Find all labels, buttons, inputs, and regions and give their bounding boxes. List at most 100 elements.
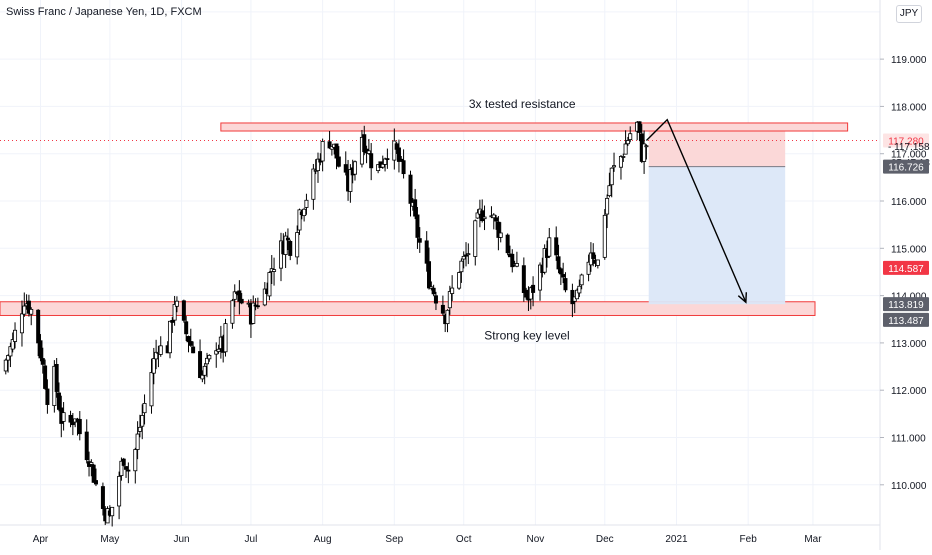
candle-body xyxy=(10,339,15,350)
candle-body xyxy=(137,426,142,432)
candle-body xyxy=(415,214,420,238)
level-114-badge: 114.587 xyxy=(888,264,924,275)
candle-body xyxy=(433,295,438,304)
candle-body xyxy=(482,216,487,220)
candle-body xyxy=(232,291,237,300)
candle-body xyxy=(353,161,358,175)
candle-body xyxy=(40,358,45,365)
candle-body xyxy=(475,212,480,219)
candle-body xyxy=(13,329,18,342)
candle-body xyxy=(45,388,50,405)
candle-body xyxy=(320,141,325,162)
candle-body xyxy=(297,209,302,231)
candle-body xyxy=(394,143,399,150)
candle-body xyxy=(385,158,390,160)
candle-body xyxy=(239,298,244,304)
candle-body xyxy=(408,174,413,204)
candle-body xyxy=(413,199,418,217)
candle-body xyxy=(531,284,536,293)
x-tick-label: Nov xyxy=(527,534,545,545)
candle-body xyxy=(154,351,159,360)
resistance-zone xyxy=(220,122,849,132)
candle-body xyxy=(498,232,503,238)
candle-body xyxy=(609,167,614,186)
candle-body xyxy=(445,309,450,325)
x-tick-label: Jul xyxy=(245,534,258,545)
stop-loss-zone xyxy=(648,131,786,167)
candle-body xyxy=(563,278,568,291)
candle-body xyxy=(336,156,341,167)
candle-body xyxy=(61,412,66,422)
x-tick-label: Sep xyxy=(385,534,403,545)
candle-body xyxy=(575,289,580,300)
x-tick-label: Mar xyxy=(804,534,822,545)
candle-body xyxy=(200,374,205,380)
candle-body xyxy=(311,168,316,200)
candle-body xyxy=(466,253,471,256)
candle-body xyxy=(38,340,43,359)
candle-body xyxy=(100,486,105,509)
candle-body xyxy=(399,158,404,161)
level-114-badge-bg xyxy=(883,260,929,275)
y-tick-label: 113.000 xyxy=(891,339,927,350)
candle-body xyxy=(278,240,283,269)
support-badge-bg xyxy=(883,312,929,327)
candle-body xyxy=(158,345,163,355)
y-tick-label: 111.000 xyxy=(891,434,926,445)
candle-body xyxy=(380,163,385,168)
candle-body xyxy=(119,460,124,476)
chart-title: Swiss Franc / Japanese Yen, 1D, FXCM xyxy=(6,6,202,18)
entry-badge-bg xyxy=(883,159,929,174)
target-badge-bg xyxy=(883,297,929,312)
support-badge: 113.487 xyxy=(888,316,924,327)
candle-body xyxy=(56,392,61,410)
x-tick-label: Oct xyxy=(456,534,472,545)
candle-body xyxy=(70,422,75,426)
x-tick-label: Dec xyxy=(596,534,614,545)
candle-body xyxy=(26,300,31,314)
candle-body xyxy=(369,153,374,169)
candle-body xyxy=(117,475,122,507)
x-tick-label: Jun xyxy=(173,534,189,545)
currency-button[interactable]: JPY xyxy=(896,5,922,23)
candle-body xyxy=(172,304,177,321)
last-price-badge-bg xyxy=(883,133,929,148)
entry-badge: 116.726 xyxy=(888,163,924,174)
candle-body xyxy=(642,143,647,162)
candle-body xyxy=(334,143,339,159)
candle-body xyxy=(142,403,147,414)
candle-body xyxy=(431,287,436,295)
candle-body xyxy=(223,323,228,353)
candle-body xyxy=(230,300,235,324)
candle-body xyxy=(644,145,649,148)
candle-body xyxy=(36,309,41,344)
candle-body xyxy=(607,185,612,197)
candle-body xyxy=(595,259,600,266)
x-tick-label: May xyxy=(100,534,119,545)
candle-body xyxy=(288,241,293,256)
candle-body xyxy=(91,464,96,483)
x-tick-label: 2021 xyxy=(665,534,688,545)
candle-body xyxy=(237,290,242,302)
candle-body xyxy=(43,365,48,389)
candle-body xyxy=(464,254,469,257)
candle-body xyxy=(524,289,529,298)
candle-body xyxy=(514,263,519,267)
candle-body xyxy=(558,268,563,275)
candle-body xyxy=(198,351,203,379)
resistance-annotation: 3x tested resistance xyxy=(469,97,576,111)
candle-body xyxy=(149,372,154,407)
candle-body xyxy=(174,300,179,307)
candle-body xyxy=(22,305,27,315)
candle-body xyxy=(93,480,98,485)
candle-body xyxy=(214,350,219,355)
candle-body xyxy=(68,414,73,423)
candle-body xyxy=(188,341,193,346)
candle-body xyxy=(207,354,212,360)
support-annotation: Strong key level xyxy=(484,328,569,342)
candle-body xyxy=(556,256,561,270)
candle-body xyxy=(362,134,367,153)
candle-body xyxy=(510,253,515,268)
